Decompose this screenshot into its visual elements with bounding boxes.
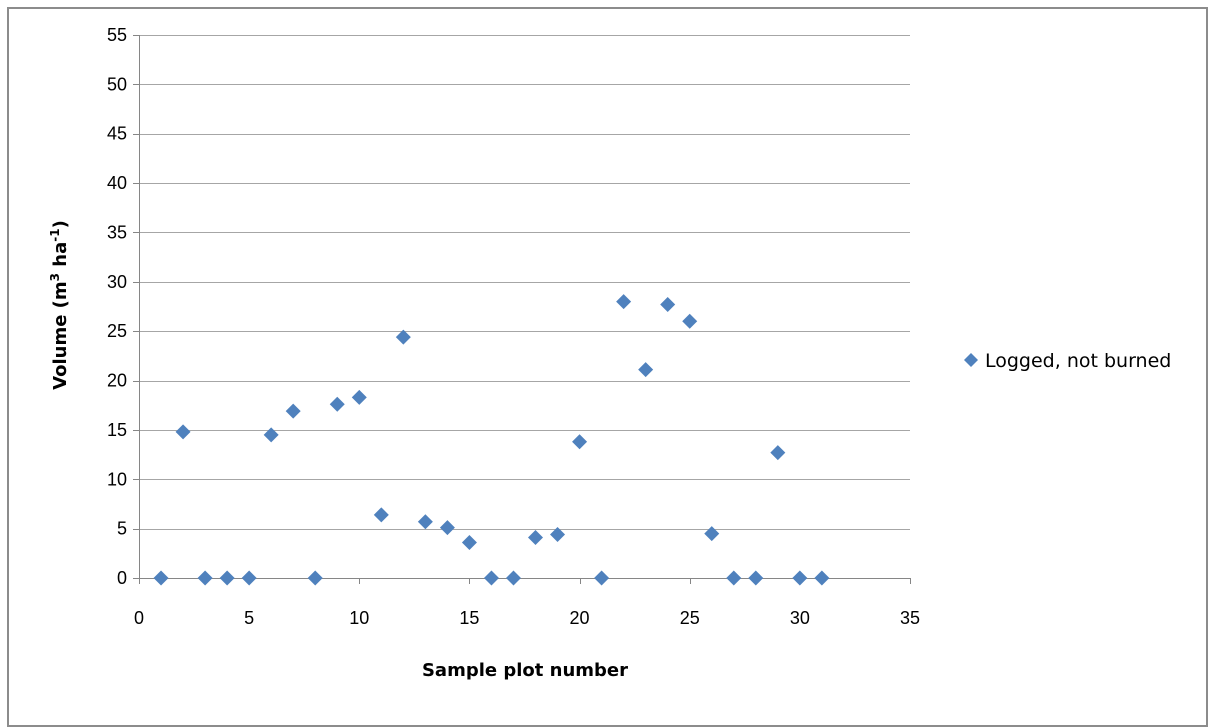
data-point-1-5 xyxy=(241,570,257,586)
data-point-1-13 xyxy=(417,514,433,530)
y-tick-label-40: 40 xyxy=(107,173,127,193)
data-point-1-27 xyxy=(726,570,742,586)
data-point-1-2 xyxy=(175,424,191,440)
y-tick-label-35: 35 xyxy=(107,222,127,242)
y-tick-label-0: 0 xyxy=(117,568,127,588)
data-point-1-7 xyxy=(285,403,301,419)
data-point-1-1 xyxy=(153,570,169,586)
y-axis-title-sup-2: -1 xyxy=(48,228,62,241)
data-point-1-22 xyxy=(616,294,632,310)
data-point-1-17 xyxy=(505,570,521,586)
y-tick-label-55: 55 xyxy=(107,25,127,45)
x-tick-label-10: 10 xyxy=(349,608,369,628)
data-point-1-12 xyxy=(395,329,411,345)
data-point-1-19 xyxy=(550,527,566,543)
y-axis-title-prefix: Volume (m xyxy=(50,281,71,390)
data-point-1-14 xyxy=(439,520,455,536)
data-point-1-24 xyxy=(660,297,676,313)
data-point-1-10 xyxy=(351,389,367,405)
data-point-1-25 xyxy=(682,313,698,329)
y-tick-label-5: 5 xyxy=(117,519,127,539)
data-point-1-21 xyxy=(594,570,610,586)
scatter-chart: 0 5 10 15 20 25 30 35 40 45 50 55 0 5 10 15 20 25 30 35 Sa… xyxy=(48,25,1171,681)
data-point-1-8 xyxy=(307,570,323,586)
data-point-1-16 xyxy=(483,570,499,586)
y-tick-labels: 0 5 10 15 20 25 30 35 40 45 50 55 xyxy=(107,25,127,588)
legend-label: Logged, not burned xyxy=(985,350,1171,372)
y-tick-label-10: 10 xyxy=(107,469,127,489)
x-tick-label-5: 5 xyxy=(244,608,254,628)
data-point-1-4 xyxy=(219,570,235,586)
y-axis-title-suffix: ) xyxy=(50,220,71,228)
data-point-1-29 xyxy=(770,445,786,461)
y-tick-label-30: 30 xyxy=(107,272,127,292)
y-axis-title: Volume (m3 ha-1) xyxy=(48,220,71,390)
grid-layer xyxy=(139,35,910,530)
x-tick-label-15: 15 xyxy=(459,608,479,628)
x-tick-label-25: 25 xyxy=(680,608,700,628)
data-point-1-11 xyxy=(373,507,389,523)
data-point-1-18 xyxy=(528,530,544,546)
x-tick-label-0: 0 xyxy=(134,608,144,628)
data-point-1-15 xyxy=(461,534,477,550)
y-tick-label-25: 25 xyxy=(107,321,127,341)
data-point-1-31 xyxy=(814,570,830,586)
data-point-1-28 xyxy=(748,570,764,586)
axis-layer xyxy=(133,35,911,584)
data-point-1-3 xyxy=(197,570,213,586)
data-point-1-30 xyxy=(792,570,808,586)
x-axis-title: Sample plot number xyxy=(422,660,628,681)
legend: Logged, not burned xyxy=(964,350,1171,372)
y-tick-label-50: 50 xyxy=(107,74,127,94)
data-point-1-23 xyxy=(638,362,654,378)
legend-marker-diamond xyxy=(964,353,978,367)
y-tick-label-20: 20 xyxy=(107,371,127,391)
data-point-1-9 xyxy=(329,396,345,412)
x-tick-labels: 0 5 10 15 20 25 30 35 xyxy=(134,608,920,628)
data-point-1-6 xyxy=(263,427,279,443)
y-axis-title-middle: ha xyxy=(50,242,71,273)
data-point-1-20 xyxy=(572,434,588,450)
data-points xyxy=(153,294,830,586)
data-point-1-26 xyxy=(704,526,720,542)
x-tick-label-35: 35 xyxy=(900,608,920,628)
x-tick-label-20: 20 xyxy=(570,608,590,628)
y-axis-title-sup-1: 3 xyxy=(48,273,62,281)
chart-frame xyxy=(7,7,1208,727)
y-tick-label-15: 15 xyxy=(107,420,127,440)
x-tick-label-30: 30 xyxy=(790,608,810,628)
y-tick-label-45: 45 xyxy=(107,124,127,144)
